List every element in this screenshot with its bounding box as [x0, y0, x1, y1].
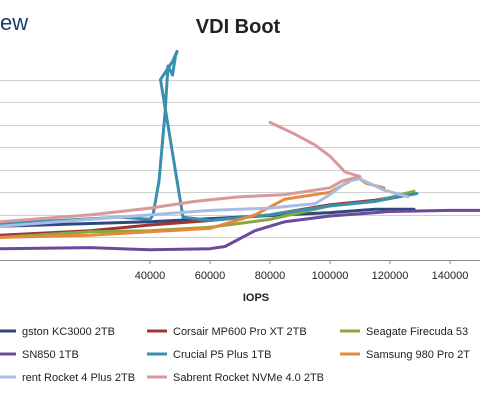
legend: gston KC3000 2TB Corsair MP600 Pro XT 2TB…	[0, 326, 470, 384]
series-layer	[0, 49, 480, 252]
series-line-3	[0, 208, 480, 252]
x-tick-label-3: 100000	[312, 270, 349, 282]
logo-text: ew	[0, 10, 28, 35]
legend-label-3: SN850 1TB	[22, 349, 79, 361]
legend-label-6: rent Rocket 4 Plus 2TB	[22, 372, 135, 384]
chart-title: VDI Boot	[196, 16, 281, 38]
x-tick-label-4: 120000	[372, 270, 409, 282]
x-axis-label: IOPS	[243, 292, 269, 304]
x-tick-label-1: 60000	[195, 270, 226, 282]
x-tick-label-2: 80000	[255, 270, 286, 282]
series-line-7	[0, 120, 362, 224]
legend-label-4: Crucial P5 Plus 1TB	[173, 349, 271, 361]
gridlines	[0, 80, 480, 238]
legend-label-7: Sabrent Rocket NVMe 4.0 2TB	[173, 372, 324, 384]
legend-label-5: Samsung 980 Pro 2T	[366, 349, 470, 361]
x-tick-labels: 40000 60000 80000 100000 120000 140000	[135, 260, 469, 282]
x-tick-label-0: 40000	[135, 270, 166, 282]
series-line-6	[0, 177, 410, 228]
x-tick-label-5: 140000	[432, 270, 469, 282]
legend-label-1: Corsair MP600 Pro XT 2TB	[173, 326, 307, 338]
legend-label-0: gston KC3000 2TB	[22, 326, 115, 338]
legend-label-2: Seagate Firecuda 53	[366, 326, 468, 338]
series-line-4	[0, 49, 419, 226]
